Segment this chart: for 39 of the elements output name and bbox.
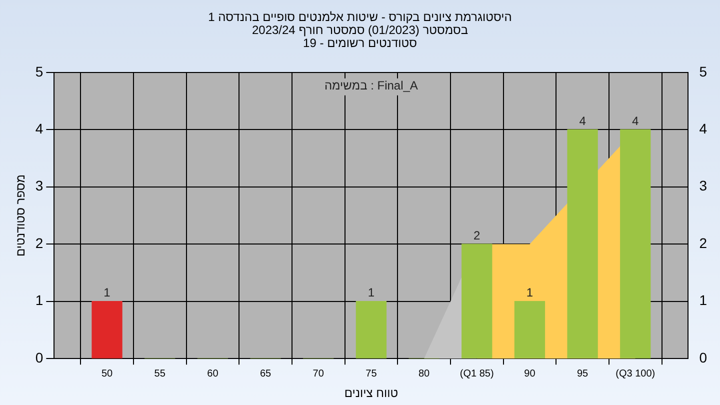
- y2-tick-label: 0: [699, 349, 708, 366]
- data-label: 1: [526, 286, 534, 300]
- x-tick-label: (Q1 85): [460, 368, 494, 380]
- data-label: 1: [368, 286, 375, 300]
- y-tick-label: 5: [35, 63, 44, 80]
- x-tick-label: 65: [260, 368, 272, 380]
- y2-tick-label: 3: [699, 178, 708, 194]
- y2-tick-label: 4: [699, 120, 708, 136]
- annotation: במשימה : Final_A: [324, 78, 418, 93]
- bar: [514, 301, 546, 358]
- x-tick-label: 60: [207, 368, 219, 380]
- y-tick-label: 2: [35, 234, 44, 251]
- data-label: 1: [104, 286, 111, 300]
- y-tick-label: 4: [35, 120, 44, 136]
- y-axis-title: מספר סטודנטים: [14, 174, 28, 257]
- bar: [567, 129, 598, 358]
- data-label: 2: [474, 228, 481, 242]
- bar: [620, 129, 651, 358]
- chart-subtitle: בסמסטר (01/2023) סמסטר חורף 2023/24 סטודנטים רשומים - 19: [250, 23, 470, 50]
- x-tick-label: 75: [366, 368, 378, 380]
- x-tick-label: 90: [524, 368, 536, 380]
- x-tick-label: 50: [101, 368, 114, 380]
- y2-tick-label: 5: [699, 63, 708, 80]
- x-axis-title: טווח ציונים: [344, 386, 398, 400]
- y-tick-label: 3: [35, 178, 44, 194]
- bar: [92, 301, 122, 358]
- x-tick-label: 70: [312, 368, 324, 380]
- data-label: 4: [632, 114, 640, 128]
- data-label: 4: [579, 114, 586, 128]
- x-tick-label: (Q3 100): [616, 368, 656, 380]
- x-tick-label: 55: [154, 368, 166, 380]
- chart-title: היסטוגרמת ציונים בקורס - שיטות אלמנטים סופיים בהנדסה 1: [207, 10, 513, 24]
- x-tick-label: 80: [418, 368, 430, 380]
- y-tick-label: 1: [35, 292, 44, 308]
- y-tick-label: 0: [35, 349, 44, 366]
- y2-tick-label: 1: [699, 292, 708, 308]
- x-tick-label: 95: [576, 368, 589, 380]
- bar: [356, 301, 387, 358]
- y2-tick-label: 2: [699, 234, 708, 251]
